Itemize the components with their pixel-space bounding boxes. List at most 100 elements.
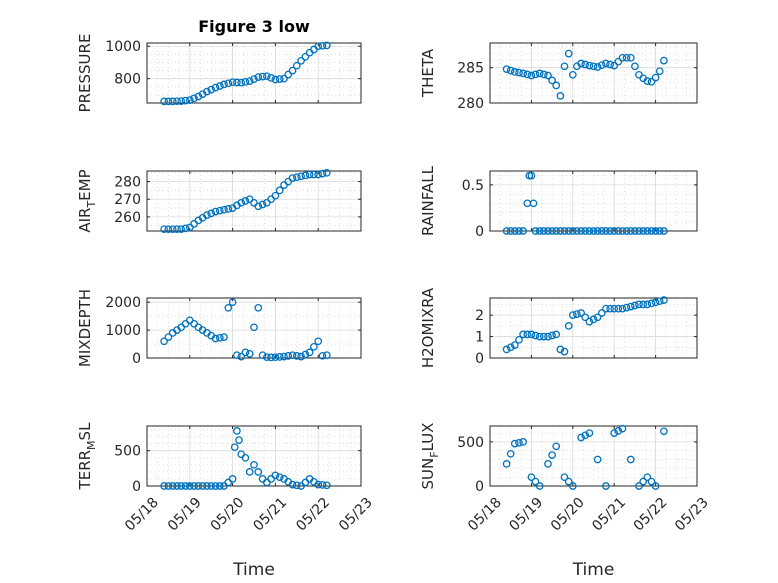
data-point [160, 337, 168, 346]
data-point [301, 171, 310, 180]
y-tick-label: 1000 [105, 39, 141, 55]
data-point [230, 443, 239, 452]
data-point [194, 92, 203, 101]
data-point [577, 227, 585, 235]
data-point [577, 433, 585, 442]
y-tick-label: 800 [114, 72, 141, 88]
axes-box [146, 425, 362, 487]
data-point [631, 301, 639, 310]
data-point [322, 351, 331, 360]
x-tick-label: 05/22 [293, 495, 333, 535]
data-point [535, 69, 544, 78]
data-point [254, 73, 263, 81]
data-point [568, 70, 577, 79]
data-point [292, 352, 301, 360]
data-point [573, 310, 581, 318]
data-point [233, 78, 241, 87]
data-point [181, 224, 190, 233]
data-point [655, 227, 664, 235]
data-point [322, 168, 331, 177]
data-point [271, 191, 280, 200]
data-point [258, 72, 267, 81]
data-point [506, 343, 515, 352]
x-tick-label: 05/23 [336, 495, 376, 535]
data-point [647, 299, 656, 308]
data-point [593, 455, 602, 464]
data-point [235, 436, 243, 444]
data-point [606, 227, 614, 235]
x-axis-label: Time [232, 560, 275, 580]
data-point [215, 482, 224, 490]
data-point [305, 348, 314, 357]
data-point [635, 227, 643, 235]
data-point [190, 482, 198, 490]
data-point [275, 473, 284, 482]
data-point [177, 97, 186, 105]
data-point [527, 473, 536, 482]
axes-box [146, 297, 362, 359]
data-point [211, 482, 220, 490]
data-point [250, 460, 258, 469]
data-point [556, 227, 565, 235]
data-point [203, 211, 211, 219]
x-tick-label: 05/20 [208, 495, 248, 535]
data-point [241, 197, 250, 205]
data-point [560, 473, 569, 482]
data-point [643, 473, 652, 482]
data-point [215, 206, 224, 215]
data-point [190, 94, 198, 103]
y-tick-label: 1 [475, 330, 484, 346]
data-point [168, 225, 177, 234]
data-point [585, 227, 594, 235]
data-point [643, 77, 652, 85]
data-point [577, 309, 585, 317]
subplot-5: 0 1000 2000 MIXDEPTH [76, 289, 362, 367]
data-point [211, 334, 220, 343]
data-point [280, 352, 288, 361]
data-point [224, 205, 233, 213]
y-tick-label: 0 [475, 351, 484, 367]
data-point [655, 67, 664, 76]
data-point [556, 345, 565, 354]
data-point [544, 332, 552, 341]
data-point [173, 97, 181, 106]
y-tick-label: 0 [132, 479, 141, 495]
data-point [606, 60, 614, 69]
data-point [160, 97, 168, 106]
data-point [515, 335, 523, 344]
data-point [519, 330, 527, 339]
axes-frame [489, 42, 698, 104]
data-point [237, 352, 246, 361]
data-point [228, 78, 237, 87]
x-tick-label: 05/19 [506, 495, 546, 535]
data-point [168, 97, 177, 106]
data-point [245, 349, 254, 358]
data-point [207, 85, 216, 94]
data-point [643, 227, 652, 235]
data-point [560, 227, 569, 235]
data-point [292, 61, 301, 70]
data-point [585, 61, 594, 70]
y-tick-label: 0 [475, 479, 484, 495]
y-tick-label: 280 [457, 96, 484, 112]
data-point [164, 333, 173, 341]
data-point [610, 304, 619, 313]
y-tick-label: 2000 [105, 295, 141, 311]
data-point [254, 202, 263, 211]
data-point [284, 70, 293, 79]
x-tick-label: 05/21 [589, 495, 629, 535]
data-point [568, 227, 577, 235]
data-point [647, 477, 656, 486]
data-point [564, 227, 573, 235]
data-point [314, 42, 323, 51]
y-tick-label: 0 [475, 224, 484, 240]
data-point [610, 61, 619, 70]
data-point [245, 77, 254, 85]
data-point [527, 330, 536, 339]
data-point [203, 87, 211, 96]
subplot-4: 0 0.5 RAINFALL [419, 165, 698, 240]
data-point [618, 424, 627, 433]
x-tick-label: 05/23 [672, 495, 712, 535]
data-point [564, 49, 573, 58]
